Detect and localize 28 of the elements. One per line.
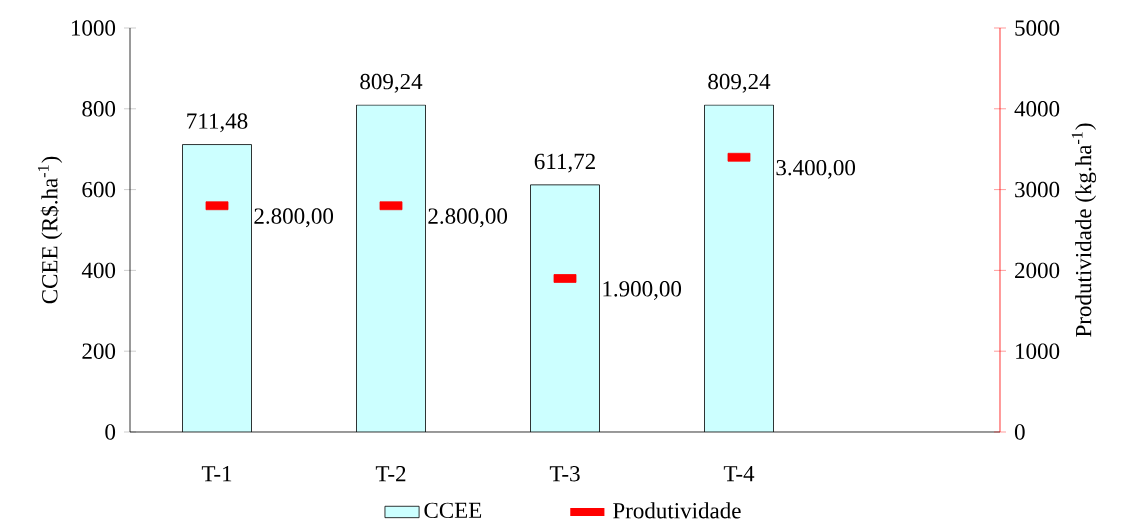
y-tick-label: 600 bbox=[82, 181, 116, 198]
x-tick-label: T-1 bbox=[201, 466, 232, 482]
data-label: 1.900,00 bbox=[603, 281, 682, 300]
y-tick-label: 1000 bbox=[71, 20, 116, 36]
x-tick-label: T-2 bbox=[375, 466, 406, 482]
y2-tick-label: 4000 bbox=[1014, 101, 1060, 117]
data-label: 809,24 bbox=[708, 73, 771, 93]
y-tick-label: 200 bbox=[82, 343, 116, 359]
data-label: 711,48 bbox=[187, 113, 248, 133]
x-tick-label: T-4 bbox=[723, 466, 755, 482]
y-tick-label: 400 bbox=[81, 262, 116, 279]
data-label: 3.400,00 bbox=[776, 159, 856, 179]
x-tick-label: T-3 bbox=[549, 466, 580, 482]
y2-tick-label: 5000 bbox=[1015, 20, 1060, 36]
legend-label: Produtividade bbox=[613, 502, 741, 519]
y-tick-label: 0 bbox=[105, 424, 116, 440]
data-label: 809,24 bbox=[360, 73, 423, 93]
y2-axis-title: Produtividade (kg.ha$^{-1}$) bbox=[1071, 123, 1097, 337]
y2-tick-label: 3000 bbox=[1015, 181, 1060, 198]
y-tick-label: 800 bbox=[82, 101, 116, 117]
y-axis-title: CCEE (R$.ha$^{-1}$) bbox=[37, 156, 63, 304]
legend-label: CCEE bbox=[424, 502, 482, 519]
data-label: 2.800,00 bbox=[254, 208, 334, 228]
y2-tick-label: 1000 bbox=[1016, 343, 1060, 359]
data-label: 611,72 bbox=[534, 153, 595, 173]
data-label: 2.800,00 bbox=[428, 208, 508, 228]
y2-tick-label: 0 bbox=[1014, 424, 1025, 440]
y2-tick-label: 2000 bbox=[1015, 262, 1060, 279]
